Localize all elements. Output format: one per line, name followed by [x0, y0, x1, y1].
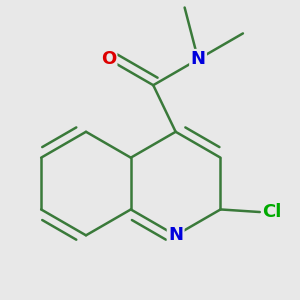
Text: N: N: [190, 50, 206, 68]
Text: Cl: Cl: [262, 203, 282, 221]
Text: O: O: [101, 50, 116, 68]
Text: N: N: [168, 226, 183, 244]
